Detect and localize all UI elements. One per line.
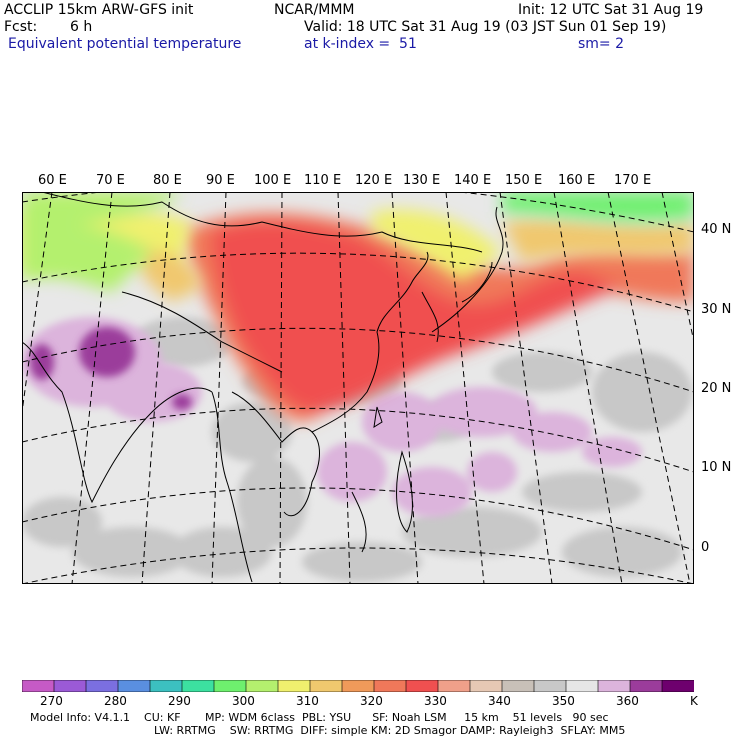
colorbar-swatch — [437, 680, 471, 692]
level-info: at k-index = 51 — [304, 36, 417, 52]
lon-label: 160 E — [558, 173, 596, 188]
model-info-line1: Model Info: V4.1.1 CU: KF MP: WDM 6class… — [30, 711, 609, 724]
map-frame — [22, 192, 694, 584]
lon-label: 170 E — [614, 173, 652, 188]
coastlines — [22, 192, 504, 583]
colorbar-swatch — [533, 680, 567, 692]
colorbar-swatch — [501, 680, 535, 692]
model-title: ACCLIP 15km ARW-GFS init — [4, 2, 194, 18]
lat-label: 30 N — [701, 302, 732, 317]
warm-band — [182, 213, 694, 422]
lon-label: 60 E — [38, 173, 67, 188]
init-time: Init: 12 UTC Sat 31 Aug 19 — [518, 2, 704, 18]
colorbar-tick-label: 320 — [360, 694, 383, 708]
colorbar-swatch — [245, 680, 279, 692]
colorbar-tick-label: 280 — [104, 694, 127, 708]
colorbar-swatch — [597, 680, 631, 692]
center-name: NCAR/MMM — [274, 2, 355, 18]
colorbar-tick-label: 290 — [168, 694, 191, 708]
lon-label: 90 E — [206, 173, 235, 188]
colorbar-swatch — [53, 680, 87, 692]
green-band — [22, 192, 694, 292]
colorbar-tick-label: 270 — [40, 694, 63, 708]
lat-label: 20 N — [701, 381, 732, 396]
colorbar-swatch — [22, 680, 55, 692]
colorbar-tick-label: 310 — [296, 694, 319, 708]
theta-e-map — [22, 192, 694, 584]
lon-label: 130 E — [403, 173, 441, 188]
colorbar-tick-label: 300 — [232, 694, 255, 708]
lon-label: 70 E — [96, 173, 125, 188]
valid-time: Valid: 18 UTC Sat 31 Aug 19 (03 JST Sun … — [304, 19, 667, 35]
colorbar-swatch — [373, 680, 407, 692]
colorbar-swatch — [117, 680, 151, 692]
colorbar-tick-label: 340 — [488, 694, 511, 708]
colorbar-swatch — [85, 680, 119, 692]
colorbar-swatch — [565, 680, 599, 692]
colorbar-swatch — [661, 680, 694, 692]
graticule — [22, 192, 694, 584]
colorbar-swatch — [149, 680, 183, 692]
colorbar-swatch — [309, 680, 343, 692]
lon-label: 140 E — [454, 173, 492, 188]
colorbar-tick-label: 330 — [424, 694, 447, 708]
colorbar-swatch — [629, 680, 663, 692]
purple-patches — [30, 327, 192, 410]
lon-label: 100 E — [254, 173, 292, 188]
lon-label: 120 E — [355, 173, 393, 188]
lon-label: 150 E — [505, 173, 543, 188]
colorbar-swatch — [213, 680, 247, 692]
colorbar-swatch — [277, 680, 311, 692]
lon-label: 80 E — [153, 173, 182, 188]
colorbar-swatch — [469, 680, 503, 692]
colorbar-swatch — [405, 680, 439, 692]
colorbar-unit: K — [690, 694, 698, 708]
colorbar — [22, 680, 694, 692]
lat-label: 0 — [701, 540, 710, 555]
smooth-info: sm= 2 — [578, 36, 625, 52]
lat-label: 40 N — [701, 222, 732, 237]
lat-label: 10 N — [701, 460, 732, 475]
colorbar-swatch — [181, 680, 215, 692]
fcst-value: 6 h — [70, 19, 93, 35]
colorbar-tick-label: 360 — [616, 694, 639, 708]
field-name: Equivalent potential temperature — [8, 36, 242, 52]
fcst-label: Fcst: — [4, 19, 38, 35]
lon-label: 110 E — [304, 173, 342, 188]
colorbar-tick-label: 350 — [552, 694, 575, 708]
model-info-line2: LW: RRTMG SW: RRTMG DIFF: simple KM: 2D … — [154, 724, 626, 737]
colorbar-swatch — [341, 680, 375, 692]
